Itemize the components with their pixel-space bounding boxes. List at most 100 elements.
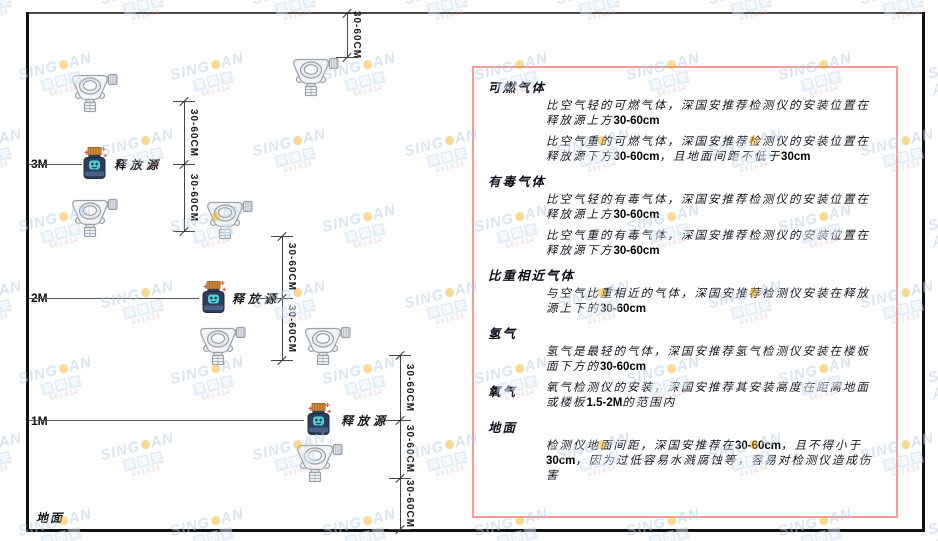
watermark-logo: SINGAN: [707, 0, 784, 8]
left-wall-line: [26, 12, 29, 531]
dimension-label: 30-60CM: [286, 242, 297, 292]
watermark-logo: SINGAN: [926, 208, 938, 252]
watermark-logo: SINGAN: [555, 0, 632, 8]
ground-line: [26, 529, 925, 532]
panel-section: 可燃气体 比空气轻的可燃气体，深国安推荐检测仪的安装位置在释放源上方30-60cm…: [488, 77, 880, 165]
right-wall-line: [922, 12, 925, 531]
section-paragraph: 与空气比重相近的气体，深国安推荐检测仪安装在释放源上下的30-60cm: [546, 288, 870, 315]
ref-line-2m: [29, 298, 199, 299]
watermark-seal: 深国安: [0, 295, 27, 320]
watermark-code: 661434: [201, 536, 251, 541]
gas-detector-icon: [303, 324, 351, 371]
watermark-logo: SINGAN: [859, 0, 936, 8]
logo-dot-icon: [139, 439, 151, 451]
watermark-logo: SINGAN: [926, 512, 938, 541]
watermark-code: 661434: [657, 536, 707, 541]
watermark-code: 661434: [131, 312, 162, 327]
ceiling-line: [26, 12, 925, 14]
watermark-code: 661434: [0, 160, 10, 175]
gas-detector-icon: [291, 55, 339, 102]
section-paragraph: 比空气重的有毒气体，深国安推荐检测仪的安装位置在释放源下方30-60cm: [546, 230, 870, 257]
section-paragraph: 比空气轻的有毒气体，深国安推荐检测仪的安装位置在释放源上方30-60cm: [546, 194, 870, 221]
dimension-label: 30-60CM: [188, 108, 199, 157]
release-source-label: 释放源: [232, 292, 281, 306]
watermark-code: 661434: [891, 312, 922, 327]
release-source-label: 释放源: [114, 158, 163, 172]
logo-dot-icon: [139, 287, 151, 299]
gas-detector-icon: [70, 71, 118, 118]
watermark-code: 661434: [891, 464, 922, 479]
panel-section: 地面 检测仪地面间距，深国安推荐在30-60cm，且不得小于30cm，因为过低容易…: [488, 417, 880, 484]
dimension-label: 30-60CM: [404, 363, 415, 412]
watermark-seal: 深国安: [344, 222, 386, 244]
release-source-label: 释放源: [341, 414, 390, 428]
watermark-code: 661434: [283, 160, 314, 175]
watermark-logo: SINGAN: [251, 0, 328, 8]
ref-line-3m: [29, 164, 82, 165]
gas-detector-icon: [295, 441, 343, 488]
panel-section: 比重相近气体 与空气比重相近的气体，深国安推荐检测仪安装在释放源上下的30-60c…: [488, 265, 880, 317]
watermark-code: 661434: [0, 464, 10, 479]
watermark-seal: 深国安: [122, 450, 164, 472]
watermark-code: 661434: [353, 236, 384, 251]
watermark-logo: SINGAN: [0, 429, 24, 452]
dimension-line: [347, 13, 348, 57]
watermark-logo: SINGAN: [403, 0, 480, 8]
dimension-line: [400, 355, 401, 529]
watermark-logo: SINGAN: [0, 125, 24, 148]
release-source-icon: [82, 146, 108, 185]
logo-dot-icon: [361, 515, 373, 527]
dimension-label: 30-60CM: [404, 424, 415, 474]
section-heading: 地面: [488, 421, 518, 435]
logo-dot-icon: [361, 363, 373, 375]
logo-dot-icon: [57, 363, 69, 375]
watermark-seal: 深国安: [344, 374, 386, 396]
logo-dot-icon: [443, 287, 455, 299]
watermark-code: 661434: [891, 160, 922, 175]
watermark-code: 661434: [201, 84, 232, 99]
watermark-code: 661434: [809, 536, 859, 541]
watermark-logo: SINGAN: [926, 360, 938, 404]
logo-dot-icon: [291, 135, 303, 147]
section-heading: 有毒气体: [488, 175, 547, 189]
logo-dot-icon: [209, 59, 221, 71]
watermark-logo: SINGAN: [0, 0, 24, 8]
dimension-label: 30-60CM: [188, 173, 199, 222]
dimension-line: [184, 101, 185, 231]
watermark-code: 661434: [131, 464, 162, 479]
section-paragraph: 比空气重的可燃气体，深国安推荐检测仪的安装位置在释放源下方30-60cm，且地面…: [546, 136, 870, 163]
connector-line: [259, 298, 281, 299]
logo-dot-icon: [899, 439, 911, 451]
logo-dot-icon: [443, 439, 455, 451]
section-heading: 氧气: [488, 385, 518, 399]
watermark-seal: 深国安: [192, 374, 234, 396]
panel-section: 氢气 氢气是最轻的气体，深国安推荐氢气检测仪安装在楼板面下方的30-60cm: [488, 323, 880, 375]
watermark-seal: 深国安: [0, 143, 27, 168]
watermark-seal: 深国安: [40, 374, 82, 396]
watermark-logo: SINGAN: [0, 277, 24, 300]
logo-dot-icon: [899, 287, 911, 299]
